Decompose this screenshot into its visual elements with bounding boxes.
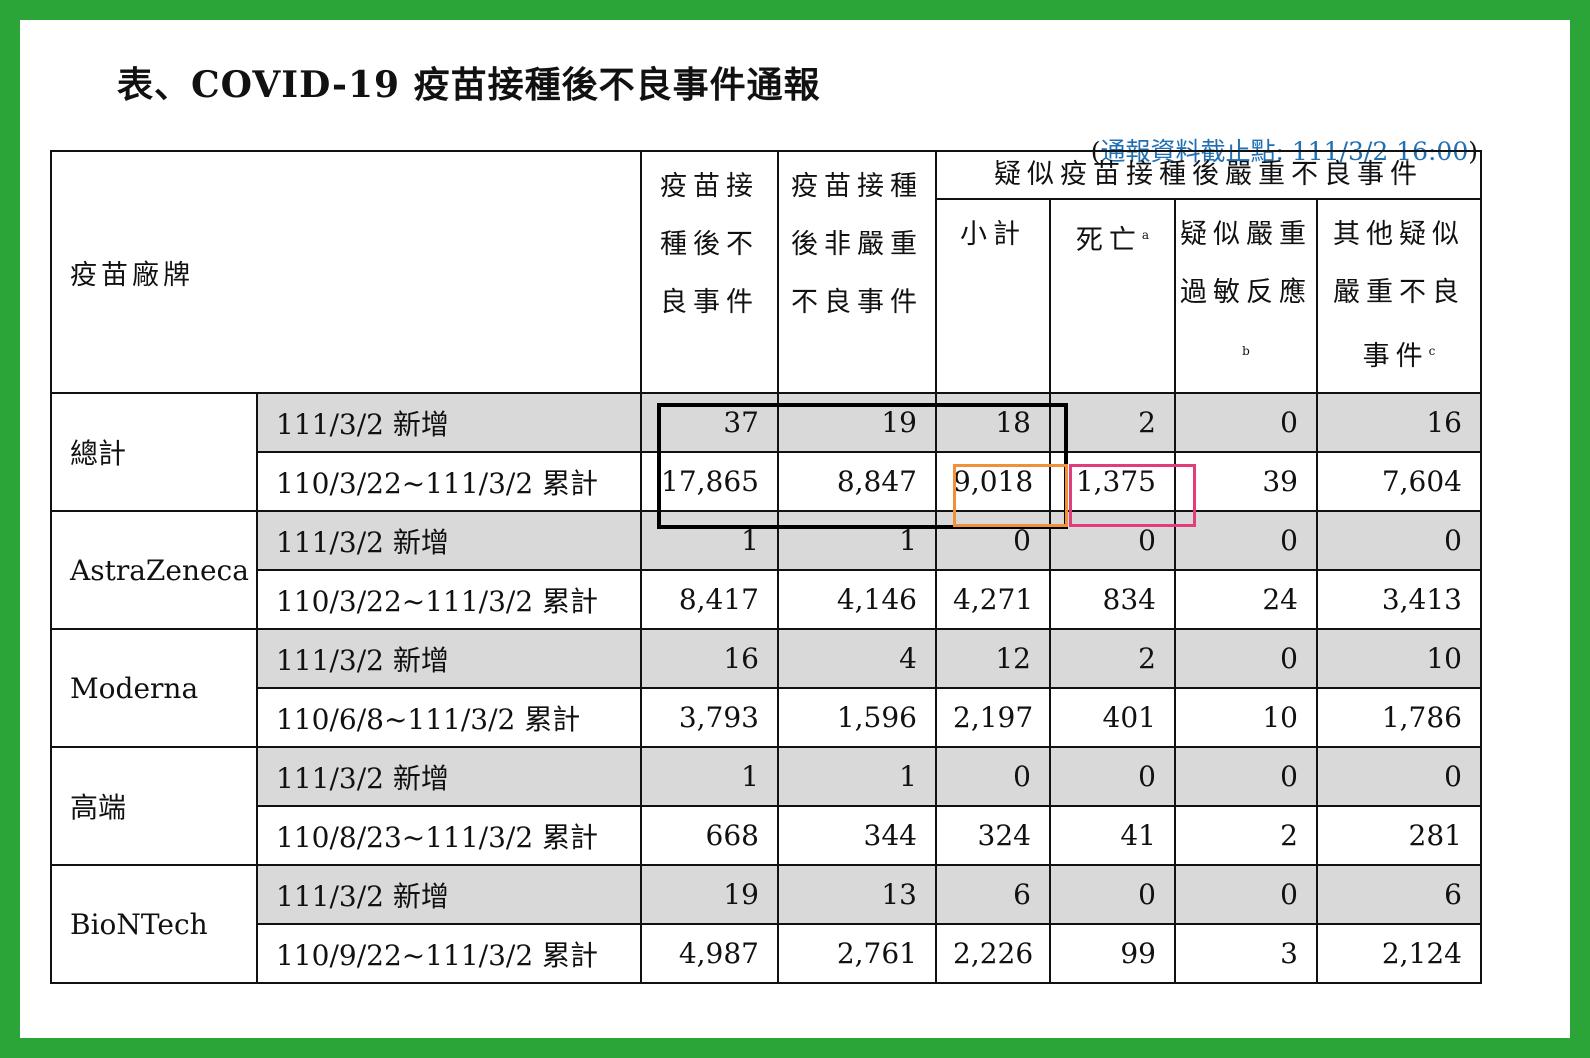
value-cell-subtotal: 12: [935, 628, 1051, 689]
brand-cell: 高端: [50, 746, 258, 866]
period-cell: 111/3/2 新增: [256, 746, 642, 807]
period-cell: 111/3/2 新增: [256, 864, 642, 925]
value-cell-allergy: 10: [1174, 687, 1318, 748]
value-cell-adverse: 16: [640, 628, 779, 689]
table-row: 總計 111/3/2 新增 37 19 18 2 0 16: [50, 392, 1482, 512]
value-cell-adverse: 668: [640, 805, 779, 866]
value-cell-adverse: 19: [640, 864, 779, 925]
value-cell-other: 0: [1316, 510, 1482, 571]
table-row: 110/8/23~111/3/2 累計 668 344 324 41 2 281: [51, 805, 1482, 866]
value-cell-adverse: 8,417: [640, 569, 779, 630]
value-cell-other: 1,786: [1316, 687, 1482, 748]
value-cell-allergy: 0: [1174, 510, 1318, 571]
brand-cell: AstraZeneca: [50, 510, 258, 630]
value-cell-subtotal: 2,197: [935, 687, 1051, 748]
value-cell-other: 2,124: [1316, 923, 1482, 984]
value-cell-allergy: 24: [1174, 569, 1318, 630]
value-cell-death: 401: [1049, 687, 1176, 748]
period-cell: 110/3/22~111/3/2 累計: [256, 569, 642, 630]
value-cell-adverse: 3,793: [640, 687, 779, 748]
value-cell-non-serious: 1,596: [777, 687, 937, 748]
value-cell-non-serious: 2,761: [777, 923, 937, 984]
adverse-events-table: 疫苗廠牌 疫苗接種後不良事件 疫苗接種後非嚴重不良事件 疑似疫苗接種後嚴重不良事…: [50, 150, 1482, 984]
header-subtotal: 小計: [935, 198, 1051, 394]
header-serious-events-group: 疑似疫苗接種後嚴重不良事件: [935, 150, 1482, 200]
value-cell-non-serious: 1: [777, 510, 937, 571]
value-cell-allergy: 0: [1174, 628, 1318, 689]
table-row: 高端 111/3/2 新增 1 1 0 0 0 0: [50, 746, 1482, 866]
value-cell-subtotal: 0: [935, 746, 1051, 807]
value-cell-non-serious: 344: [777, 805, 937, 866]
header-death: 死亡a: [1049, 198, 1176, 394]
table-row: 110/9/22~111/3/2 累計 4,987 2,761 2,226 99 3 2,1…: [51, 923, 1482, 984]
value-cell-other: 7,604: [1316, 451, 1482, 512]
value-cell-subtotal: 18: [935, 392, 1051, 453]
table-body: 總計 111/3/2 新增 37 19 18 2 0 16 110/3/22~111/3/2 累…: [50, 392, 1482, 984]
value-cell-death: 0: [1049, 746, 1176, 807]
period-cell: 110/8/23~111/3/2 累計: [256, 805, 642, 866]
value-cell-adverse: 1: [640, 746, 779, 807]
table-row: Moderna 111/3/2 新增 16 4 12 2 0 10: [50, 628, 1482, 748]
value-cell-other: 281: [1316, 805, 1482, 866]
header-vaccine-brand: 疫苗廠牌: [50, 150, 642, 394]
period-cell: 111/3/2 新增: [256, 510, 642, 571]
period-cell: 110/6/8~111/3/2 累計: [256, 687, 642, 748]
header-non-serious-events: 疫苗接種後非嚴重不良事件: [777, 150, 937, 394]
value-cell-other: 6: [1316, 864, 1482, 925]
value-cell-non-serious: 19: [777, 392, 937, 453]
value-cell-adverse: 1: [640, 510, 779, 571]
value-cell-allergy: 39: [1174, 451, 1318, 512]
value-cell-allergy: 0: [1174, 746, 1318, 807]
table-row: 110/3/22~111/3/2 累計 8,417 4,146 4,271 834 24 3…: [51, 569, 1482, 630]
header-severe-allergy: 疑似嚴重過敏反應b: [1174, 198, 1318, 394]
value-cell-other: 16: [1316, 392, 1482, 453]
value-cell-subtotal: 6: [935, 864, 1051, 925]
value-cell-death: 2: [1049, 392, 1176, 453]
value-cell-subtotal: 2,226: [935, 923, 1051, 984]
value-cell-other: 3,413: [1316, 569, 1482, 630]
value-cell-other: 10: [1316, 628, 1482, 689]
table-header: 疫苗廠牌 疫苗接種後不良事件 疫苗接種後非嚴重不良事件 疑似疫苗接種後嚴重不良事…: [50, 150, 1482, 394]
value-cell-other: 0: [1316, 746, 1482, 807]
value-cell-non-serious: 1: [777, 746, 937, 807]
period-cell: 111/3/2 新增: [256, 628, 642, 689]
value-cell-death: 834: [1049, 569, 1176, 630]
table-row: BioNTech 111/3/2 新增 19 13 6 0 0 6: [50, 864, 1482, 984]
value-cell-allergy: 3: [1174, 923, 1318, 984]
page-title: 表、COVID-19 疫苗接種後不良事件通報: [117, 64, 821, 106]
brand-cell: Moderna: [50, 628, 258, 748]
value-cell-allergy: 0: [1174, 864, 1318, 925]
value-cell-non-serious: 13: [777, 864, 937, 925]
value-cell-death: 99: [1049, 923, 1176, 984]
brand-cell: 總計: [50, 392, 258, 512]
value-cell-adverse: 17,865: [640, 451, 779, 512]
header-adverse-events: 疫苗接種後不良事件: [640, 150, 779, 394]
value-cell-death: 1,375: [1049, 451, 1176, 512]
value-cell-subtotal: 9,018: [935, 451, 1051, 512]
value-cell-non-serious: 8,847: [777, 451, 937, 512]
period-cell: 111/3/2 新增: [256, 392, 642, 453]
value-cell-death: 41: [1049, 805, 1176, 866]
table-row: AstraZeneca 111/3/2 新增 1 1 0 0 0 0: [50, 510, 1482, 630]
value-cell-subtotal: 324: [935, 805, 1051, 866]
value-cell-allergy: 0: [1174, 392, 1318, 453]
value-cell-non-serious: 4: [777, 628, 937, 689]
header-other-serious: 其他疑似嚴重不良事件c: [1316, 198, 1482, 394]
value-cell-death: 0: [1049, 510, 1176, 571]
value-cell-subtotal: 4,271: [935, 569, 1051, 630]
value-cell-non-serious: 4,146: [777, 569, 937, 630]
table-row: 110/6/8~111/3/2 累計 3,793 1,596 2,197 401 10 1,…: [51, 687, 1482, 748]
value-cell-allergy: 2: [1174, 805, 1318, 866]
brand-cell: BioNTech: [50, 864, 258, 984]
table-row: 110/3/22~111/3/2 累計 17,865 8,847 9,018 1,375…: [51, 451, 1482, 512]
value-cell-subtotal: 0: [935, 510, 1051, 571]
value-cell-death: 0: [1049, 864, 1176, 925]
value-cell-adverse: 4,987: [640, 923, 779, 984]
value-cell-death: 2: [1049, 628, 1176, 689]
value-cell-adverse: 37: [640, 392, 779, 453]
period-cell: 110/3/22~111/3/2 累計: [256, 451, 642, 512]
period-cell: 110/9/22~111/3/2 累計: [256, 923, 642, 984]
